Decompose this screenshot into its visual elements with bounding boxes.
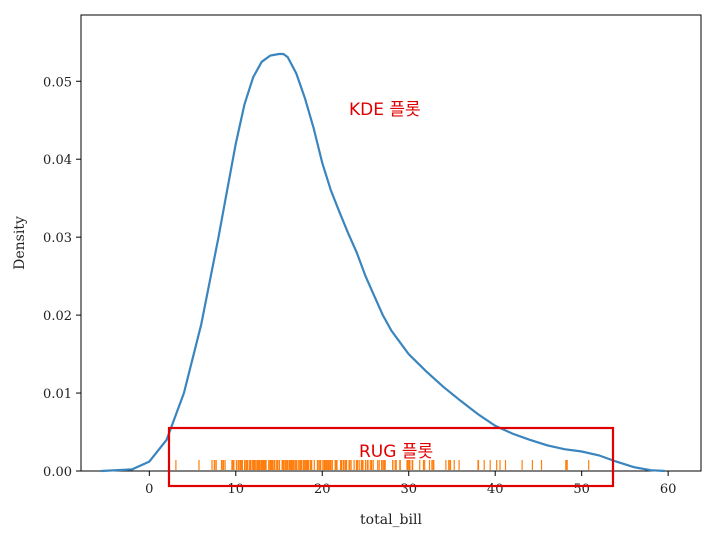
y-tick-label: 0.05 bbox=[43, 75, 72, 90]
x-tick-label: 50 bbox=[573, 482, 590, 497]
rug-annotation: RUG 플롯 bbox=[359, 442, 433, 462]
x-axis-label: total_bill bbox=[360, 512, 422, 528]
x-tick-label: 20 bbox=[314, 482, 331, 497]
x-tick-label: 0 bbox=[145, 482, 153, 497]
y-axis: 0.00 0.01 0.02 0.03 0.04 0.05 bbox=[43, 75, 81, 480]
x-tick-label: 10 bbox=[228, 482, 245, 497]
x-tick-label: 40 bbox=[487, 482, 504, 497]
kde-series-line bbox=[100, 52, 665, 473]
plot-area bbox=[80, 14, 702, 473]
x-axis: 0 10 20 30 40 50 60 bbox=[145, 471, 676, 497]
rug-highlight-box bbox=[167, 426, 615, 488]
y-tick-label: 0.00 bbox=[43, 465, 72, 480]
y-tick-label: 0.01 bbox=[43, 387, 72, 402]
y-tick-label: 0.04 bbox=[43, 153, 72, 168]
rug-series bbox=[175, 460, 590, 470]
y-tick-label: 0.02 bbox=[43, 309, 72, 324]
kde-annotation: KDE 플롯 bbox=[349, 100, 421, 120]
y-tick-label: 0.03 bbox=[43, 231, 72, 246]
x-tick-label: 30 bbox=[400, 482, 417, 497]
x-tick-label: 60 bbox=[660, 482, 677, 497]
y-axis-label: Density bbox=[12, 216, 28, 270]
axes-frame bbox=[80, 14, 702, 472]
